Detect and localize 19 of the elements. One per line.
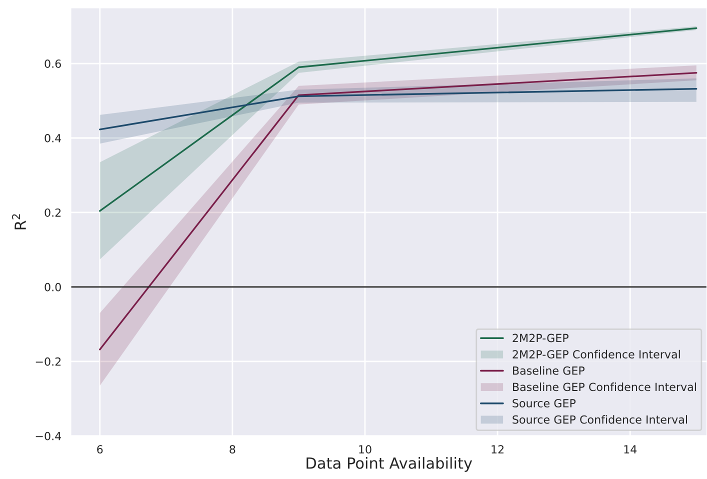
x-axis-title: Data Point Availability [306,457,472,472]
legend-label: 2M2P-GEP Confidence Interval [512,350,680,358]
x-tick-label: 6 [97,445,103,454]
legend-label: Source GEP [512,399,576,408]
legend-label: Baseline GEP Confidence Interval [513,382,696,392]
legend-label: Baseline GEP [513,366,585,375]
legend-label: 2M2P-GEP [512,334,568,342]
x-tick-label: 12 [492,445,504,454]
x-tick-label: 10 [359,445,372,454]
y-tick-label: 0.2 [44,208,61,217]
y-tick-label: 0.0 [44,282,61,292]
x-tick-label: 14 [624,445,637,454]
y-axis-title: R$^{2}$ [12,214,26,230]
y-tick-label: 0.6 [44,59,61,68]
y-tick-label: 0.4 [44,134,62,142]
y-tick-label: −0.2 [36,357,61,366]
y-tick-label: −0.4 [36,432,62,440]
x-tick-label: 8 [230,445,236,454]
legend-label: Source GEP Confidence Interval [512,415,688,424]
